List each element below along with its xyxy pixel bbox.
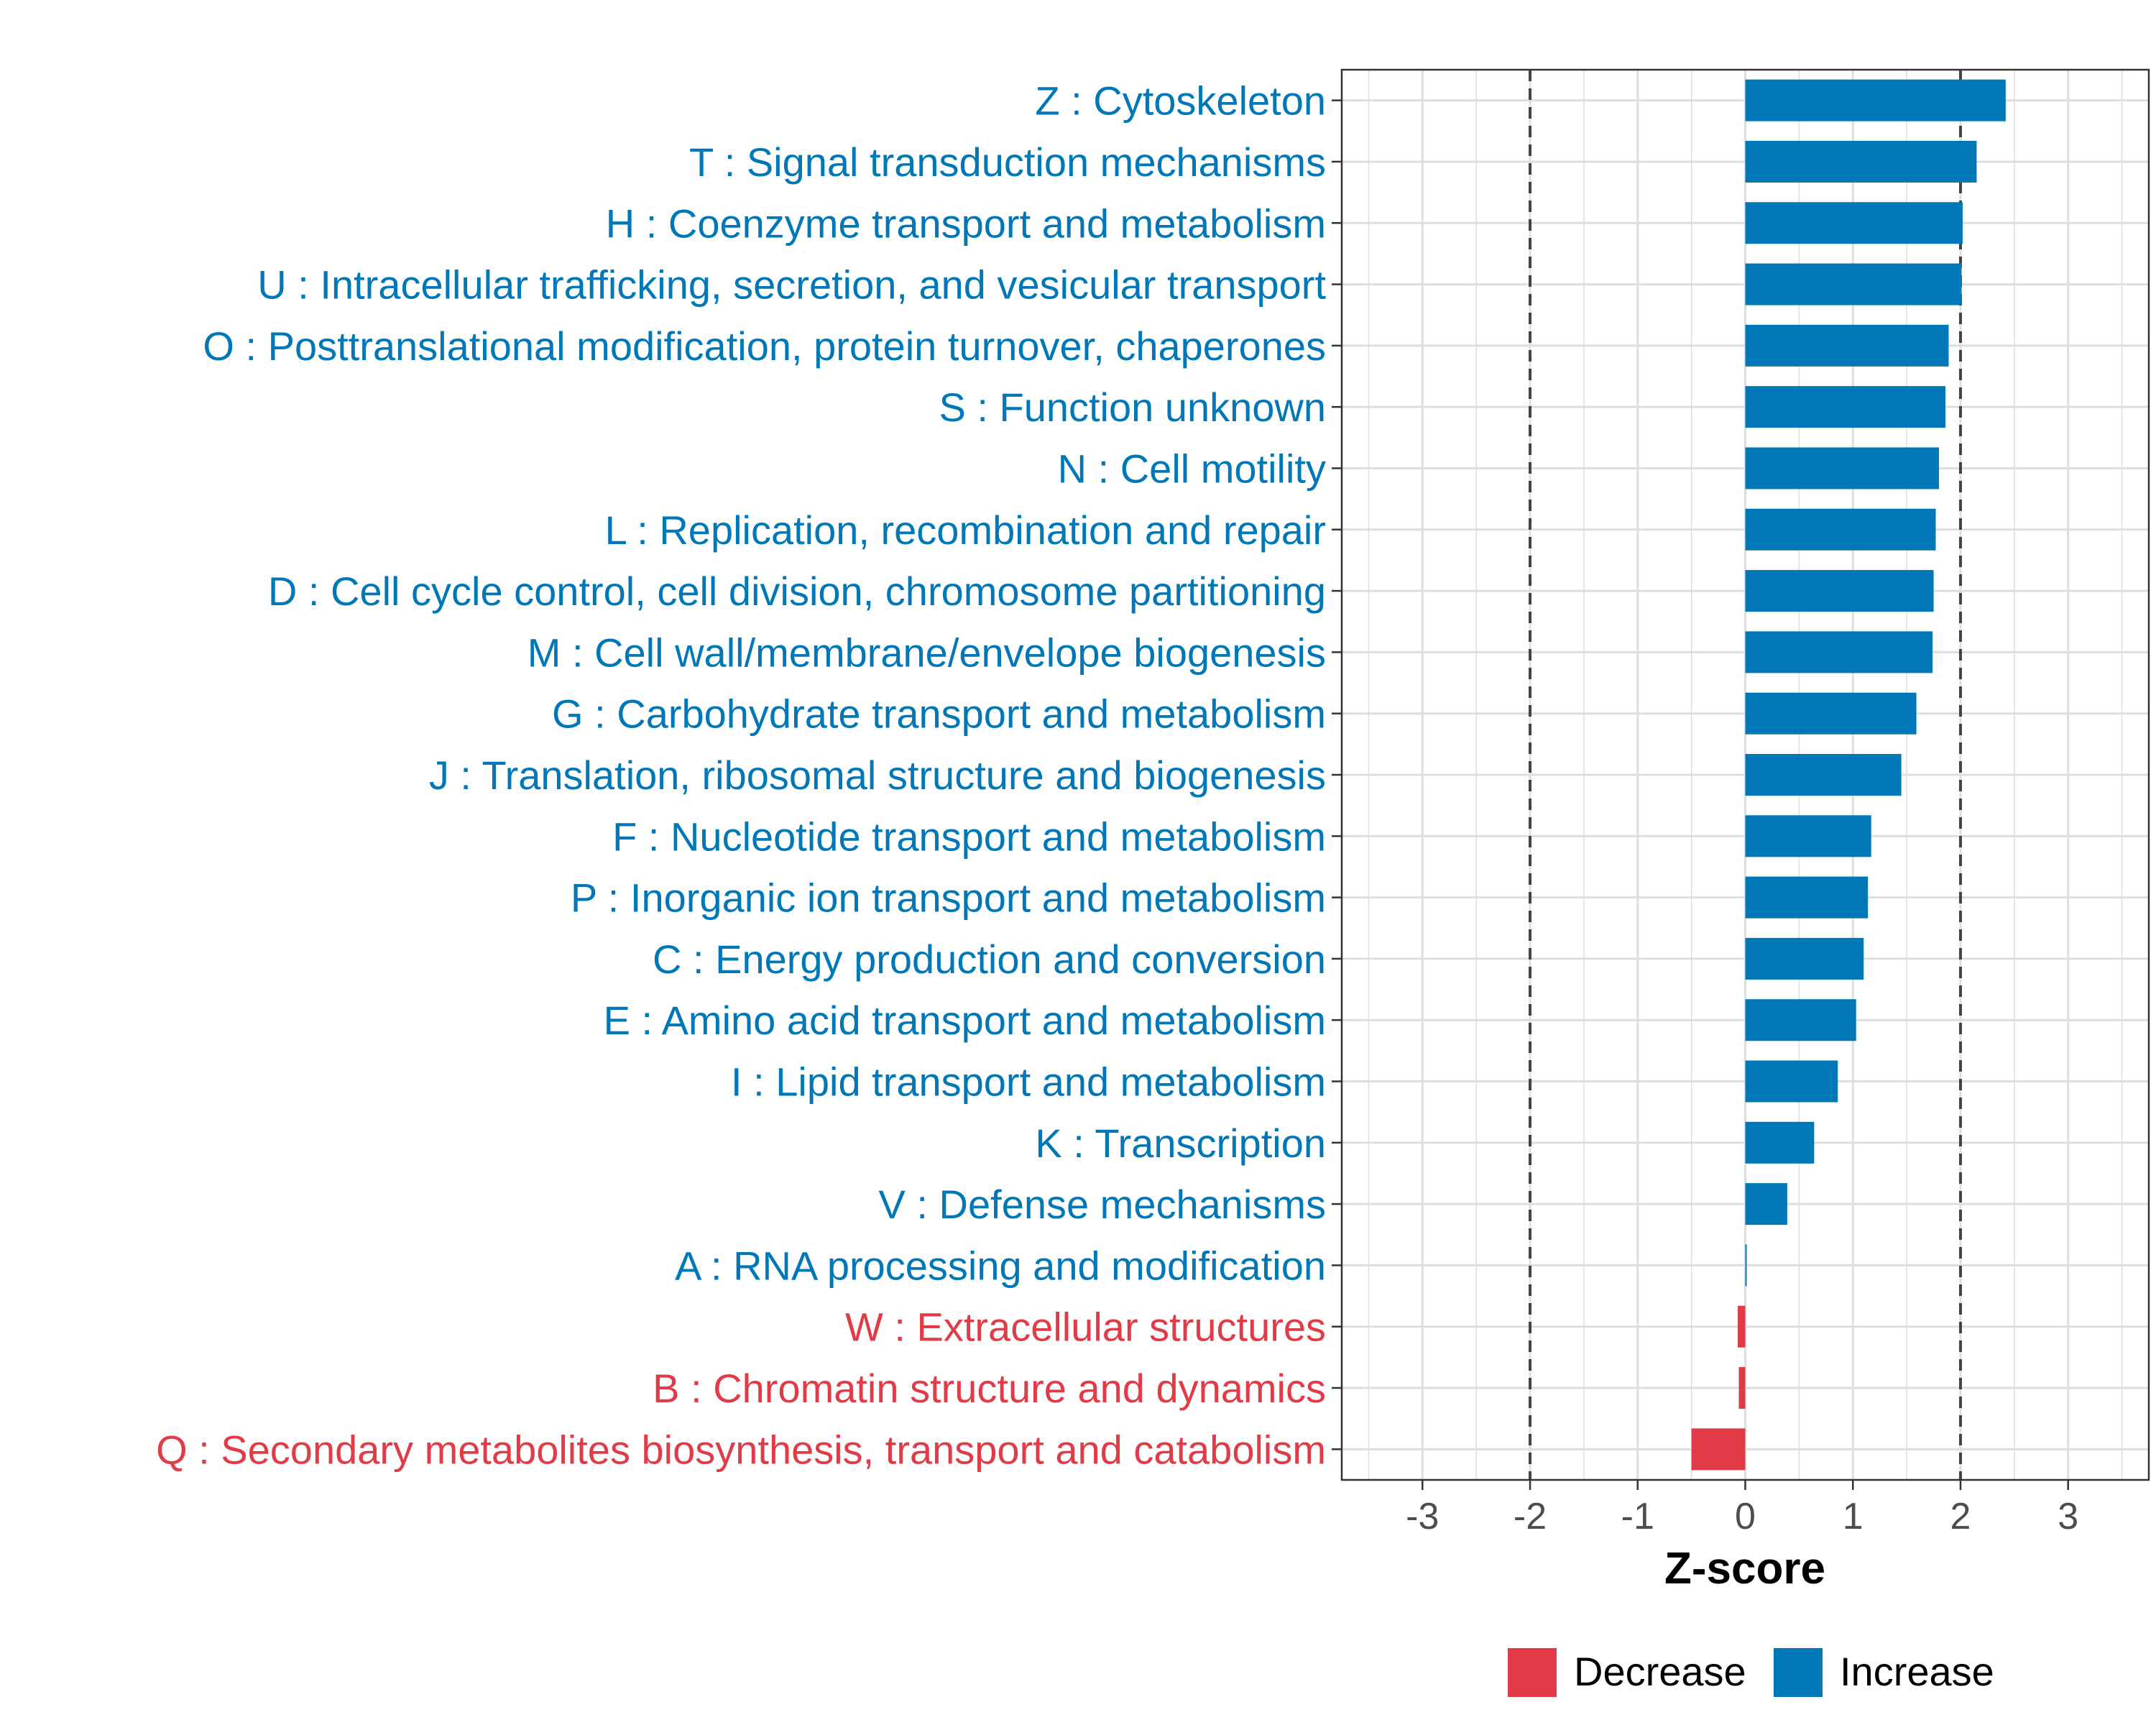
bar-increase xyxy=(1745,324,1949,367)
category-label: G : Carbohydrate transport and metabolis… xyxy=(552,691,1326,737)
x-tick-label: -2 xyxy=(1514,1496,1547,1537)
legend: Decrease Increase xyxy=(1508,1648,1994,1697)
x-tick-label: -3 xyxy=(1406,1496,1439,1537)
category-label: Q : Secondary metabolites biosynthesis, … xyxy=(156,1427,1326,1472)
category-label: D : Cell cycle control, cell division, c… xyxy=(268,569,1326,614)
category-label: E : Amino acid transport and metabolism xyxy=(604,998,1326,1043)
bar-increase xyxy=(1745,815,1871,857)
y-axis-ticks xyxy=(1332,99,1342,1450)
category-label: F : Nucleotide transport and metabolism xyxy=(612,814,1326,859)
bar-decrease xyxy=(1738,1367,1746,1409)
category-label: K : Transcription xyxy=(1035,1121,1326,1166)
bar-increase xyxy=(1745,508,1936,551)
bar-decrease xyxy=(1738,1305,1746,1348)
bar-increase xyxy=(1745,1121,1815,1164)
category-label: N : Cell motility xyxy=(1058,446,1326,491)
x-tick-label: 1 xyxy=(1843,1496,1864,1537)
legend-label-decrease: Decrease xyxy=(1574,1649,1746,1694)
category-label: A : RNA processing and modification xyxy=(675,1243,1326,1288)
bar-increase xyxy=(1745,1183,1787,1225)
category-label: I : Lipid transport and metabolism xyxy=(731,1059,1326,1105)
legend-swatch-decrease xyxy=(1508,1648,1557,1697)
x-axis-title: Z-score xyxy=(1664,1544,1825,1593)
bar-increase xyxy=(1745,570,1934,612)
legend-swatch-increase xyxy=(1774,1648,1823,1697)
bar-increase xyxy=(1745,937,1864,980)
bar-increase xyxy=(1745,79,2006,121)
category-label: S : Function unknown xyxy=(939,385,1326,430)
bar-decrease xyxy=(1691,1428,1746,1471)
category-label: T : Signal transduction mechanisms xyxy=(689,139,1326,185)
bar-increase xyxy=(1745,202,1963,244)
legend-label-increase: Increase xyxy=(1840,1649,1994,1694)
bar-increase xyxy=(1745,1060,1838,1103)
x-tick-label: -1 xyxy=(1621,1496,1654,1537)
bar-increase xyxy=(1745,876,1869,919)
bar-increase xyxy=(1745,999,1856,1041)
category-label: C : Energy production and conversion xyxy=(653,937,1326,982)
category-label: B : Chromatin structure and dynamics xyxy=(653,1366,1326,1411)
x-tick-label: 3 xyxy=(2058,1496,2078,1537)
bar-increase xyxy=(1745,631,1933,673)
bar-increase xyxy=(1745,447,1940,489)
bar-increase xyxy=(1745,1244,1747,1287)
category-label: P : Inorganic ion transport and metaboli… xyxy=(571,875,1326,921)
category-label: M : Cell wall/membrane/envelope biogenes… xyxy=(528,630,1326,675)
bar-increase xyxy=(1745,692,1917,735)
y-axis-category-labels: Z : Cytoskeleton T : Signal transduction … xyxy=(156,78,1326,1473)
bar-increase xyxy=(1745,386,1946,428)
category-label: L : Replication, recombination and repai… xyxy=(605,507,1326,553)
bar-increase xyxy=(1745,140,1977,183)
category-label: V : Defense mechanisms xyxy=(879,1182,1326,1227)
category-label: U : Intracellular trafficking, secretion… xyxy=(257,262,1326,308)
x-axis-ticks: -3 -2 -1 0 1 2 3 xyxy=(1406,1480,2078,1537)
category-label: O : Posttranslational modification, prot… xyxy=(203,323,1326,369)
x-tick-label: 0 xyxy=(1735,1496,1756,1537)
bar-layer xyxy=(1691,79,2006,1471)
category-label: H : Coenzyme transport and metabolism xyxy=(606,201,1326,246)
bar-increase xyxy=(1745,263,1962,305)
bar-increase xyxy=(1745,753,1902,796)
category-label: Z : Cytoskeleton xyxy=(1035,78,1326,124)
x-tick-label: 2 xyxy=(1950,1496,1971,1537)
category-label: W : Extracellular structures xyxy=(845,1305,1326,1350)
category-label: J : Translation, ribosomal structure and… xyxy=(429,753,1326,798)
